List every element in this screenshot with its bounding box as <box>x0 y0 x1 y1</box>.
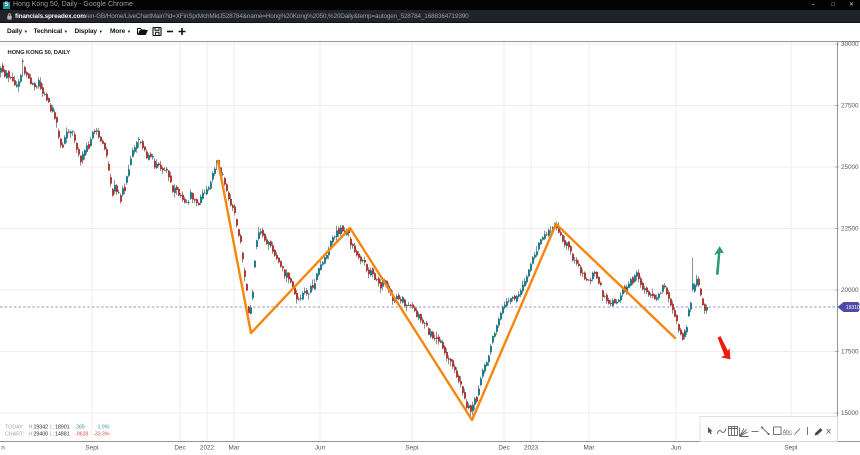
svg-text:Sept: Sept <box>405 445 418 452</box>
svg-text:L:: L: <box>50 431 54 437</box>
svg-text:18901: 18901 <box>55 425 70 431</box>
svg-text:30000: 30000 <box>841 41 859 48</box>
svg-text:Dec: Dec <box>498 445 510 452</box>
svg-text:29400: 29400 <box>34 431 49 437</box>
svg-text:27500: 27500 <box>841 103 859 110</box>
svg-text:HONG KONG 50, DAILY: HONG KONG 50, DAILY <box>8 50 71 56</box>
svg-text:CHART:: CHART: <box>5 431 24 437</box>
svg-text:L:: L: <box>50 425 54 431</box>
svg-text:TODAY:: TODAY: <box>5 425 24 431</box>
svg-text:14881: 14881 <box>55 431 70 437</box>
svg-text:Jun: Jun <box>315 445 326 452</box>
svg-text:1.9%: 1.9% <box>98 425 110 431</box>
svg-text:Abc: Abc <box>783 430 793 436</box>
svg-text:Mar: Mar <box>228 445 240 452</box>
svg-text:22500: 22500 <box>841 226 859 233</box>
svg-text:2022: 2022 <box>200 445 215 452</box>
svg-text:20000: 20000 <box>841 287 859 294</box>
svg-text:H:: H: <box>29 431 34 437</box>
svg-text:n: n <box>1 445 5 452</box>
svg-text:365: 365 <box>76 425 85 431</box>
svg-text:17500: 17500 <box>841 349 859 356</box>
svg-text:Sept: Sept <box>784 445 797 452</box>
svg-text:-9628: -9628 <box>75 431 88 437</box>
svg-text:H:: H: <box>29 425 34 431</box>
svg-text:19310: 19310 <box>846 305 860 311</box>
svg-text:Jun: Jun <box>671 445 682 452</box>
svg-text:-33.3%: -33.3% <box>93 431 110 437</box>
svg-text:Mar: Mar <box>583 445 595 452</box>
svg-text:2023: 2023 <box>524 445 539 452</box>
svg-text:15000: 15000 <box>841 410 859 417</box>
svg-text:25000: 25000 <box>841 164 859 171</box>
svg-text:Sept: Sept <box>85 445 98 452</box>
svg-text:Dec: Dec <box>174 445 186 452</box>
svg-text:19342: 19342 <box>34 425 49 431</box>
